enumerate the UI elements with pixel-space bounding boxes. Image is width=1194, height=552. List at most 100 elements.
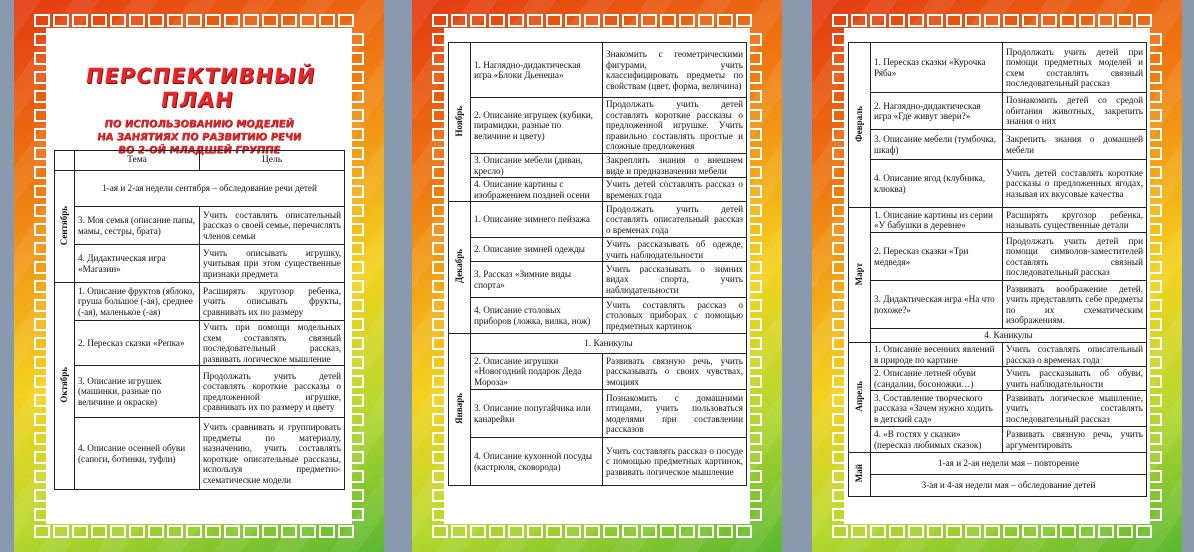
frame-square	[129, 14, 145, 27]
month-label: Январь	[454, 392, 465, 424]
theme-cell: 4. «В гостях у сказки» (пересказ любимых…	[870, 426, 1003, 453]
frame-square	[129, 525, 145, 538]
frame-square	[889, 525, 905, 538]
theme-cell: 2. Описание игрушек (кубики, пирамидки, …	[470, 97, 603, 154]
frame-square	[1117, 525, 1133, 538]
frame-square	[1136, 14, 1152, 27]
frame-square	[470, 14, 486, 27]
holiday-row: 4. Каникулы	[870, 328, 1147, 343]
plan-subtitle-line-2: НА ЗАНЯТИЯХ ПО РАЗВИТИЮ РЕЧИ	[96, 132, 302, 143]
goal-cell: Продолжать учить детей при помощи предме…	[1002, 42, 1147, 93]
goal-cell: Закреплять знания о внешнем виде и предн…	[602, 153, 747, 178]
plan-subtitle-line-1: ПО ИСПОЛЬЗОВАНИЮ МОДЕЛЕЙ	[103, 119, 295, 130]
frame-square	[965, 14, 981, 27]
frame-square	[870, 525, 886, 538]
theme-cell: 1. Описание весенних явлений в природе п…	[870, 342, 1003, 367]
frame-square	[300, 14, 316, 27]
frame-square	[1098, 14, 1114, 27]
theme-cell: 4. Описание осенней обуви (сапоги, ботин…	[74, 417, 200, 490]
theme-cell: 4. Описание ягод (клубника, клюква)	[870, 159, 1003, 208]
goal-cell: Расширять кругозор ребенка, учить описыв…	[199, 282, 345, 321]
frame-square	[717, 14, 733, 27]
frame-square	[262, 525, 278, 538]
frame-square	[622, 525, 638, 538]
frame-square	[1022, 14, 1038, 27]
frame-square	[1060, 525, 1076, 538]
month-label: Сентябрь	[59, 205, 70, 245]
frame-square	[832, 14, 848, 27]
theme-cell: 3. Рассказ «Зимние виды спорта»	[470, 261, 603, 298]
theme-cell: 2. Описание игрушки «Новогодний подарок …	[470, 353, 603, 390]
frame-square	[908, 14, 924, 27]
frame-square	[889, 14, 905, 27]
frame-square	[34, 14, 50, 27]
frame-square	[603, 525, 619, 538]
frame-square	[319, 525, 335, 538]
goal-cell: Развивать логическое мышление, учить сос…	[1002, 390, 1147, 427]
theme-cell: 3. Описание попугайчика или канарейки	[470, 389, 603, 438]
goal-cell: Знакомить с геометрическими фигурами, уч…	[602, 42, 747, 98]
frame-square	[736, 525, 752, 538]
frame-square	[1098, 525, 1114, 538]
frame-square	[1041, 525, 1057, 538]
frame-square	[300, 525, 316, 538]
theme-cell: 4. Описание кухонной посуды (кастрюля, с…	[470, 437, 603, 486]
theme-cell: 3. Составление творческого рассказа «Зач…	[870, 390, 1003, 427]
frame-square	[565, 525, 581, 538]
frame-square	[927, 525, 943, 538]
may-row-2: 3-ая и 4-ая недели мая – обследование де…	[870, 474, 1147, 497]
goal-cell: Учить детей составлять рассказ о времена…	[602, 177, 747, 202]
frame-square	[451, 14, 467, 27]
month-label: Декабрь	[454, 249, 465, 284]
month-label: Февраль	[854, 105, 865, 142]
frame-square	[281, 14, 297, 27]
goal-cell: Учить рассказывать об обуви, учить наблю…	[1002, 366, 1147, 391]
theme-cell: 1. Наглядно-дидактическая игра «Блоки Дь…	[470, 42, 603, 98]
frame-square	[984, 14, 1000, 27]
frame-square	[660, 14, 676, 27]
month-label: Ноябрь	[454, 105, 465, 136]
frame-square	[110, 14, 126, 27]
frame-square	[72, 525, 88, 538]
frame-square	[965, 525, 981, 538]
frame-square	[53, 525, 69, 538]
frame-square	[91, 525, 107, 538]
goal-cell: Продолжать учить детей составлять коротк…	[602, 97, 747, 154]
frame-square	[72, 14, 88, 27]
frame-square	[148, 525, 164, 538]
goal-cell: Учить рассказывать об одежде, учить набл…	[602, 237, 747, 262]
plan-table-spring: Февраль 1. Пересказ сказки «Курочка Ряба…	[848, 42, 1147, 497]
month-cell: Октябрь	[54, 282, 75, 490]
frame-square	[281, 525, 297, 538]
frame-square	[432, 525, 448, 538]
frame-square	[1060, 14, 1076, 27]
month-label: Март	[854, 262, 865, 285]
month-cell: Январь	[448, 333, 471, 486]
goal-cell: Учить составлять рассказ о посуде с помо…	[602, 437, 747, 486]
frame-square	[489, 525, 505, 538]
frame-square	[584, 14, 600, 27]
month-cell: Февраль	[848, 42, 871, 208]
frame-square	[851, 525, 867, 538]
frame-square	[641, 14, 657, 27]
theme-cell: 2. Пересказ сказки «Репка»	[74, 320, 200, 366]
frame-square	[660, 525, 676, 538]
frame-square	[1079, 525, 1095, 538]
frame-square	[508, 525, 524, 538]
frame-square	[927, 14, 943, 27]
frame-square	[527, 525, 543, 538]
theme-cell: 4. Описание картины с изображением поздн…	[470, 177, 603, 202]
goal-cell: Учить составлять описательный рассказ о …	[199, 206, 345, 245]
month-cell: Март	[848, 207, 871, 343]
goal-cell: Учить рассказывать о зимних видах спорта…	[602, 261, 747, 298]
frame-square	[224, 525, 240, 538]
frame-square	[984, 525, 1000, 538]
goal-cell: Развивать воображение детей, учить предс…	[1002, 280, 1147, 329]
plan-title: ПЕРСПЕКТИВНЫЙ ПЛАН	[84, 64, 318, 112]
span-row: 1-ая и 2-ая недели сентября – обследован…	[74, 170, 345, 207]
page-content: ПЕРСПЕКТИВНЫЙ ПЛАН ПО ИСПОЛЬЗОВАНИЮ МОДЕ…	[46, 28, 352, 524]
goal-cell: Развивать связную речь, учить аргументир…	[1002, 426, 1147, 453]
goal-cell: Развивать связную речь, учить рассказыва…	[602, 353, 747, 390]
frame-square	[167, 525, 183, 538]
goal-cell: Познакомить с домашними птицами, учить п…	[602, 389, 747, 438]
